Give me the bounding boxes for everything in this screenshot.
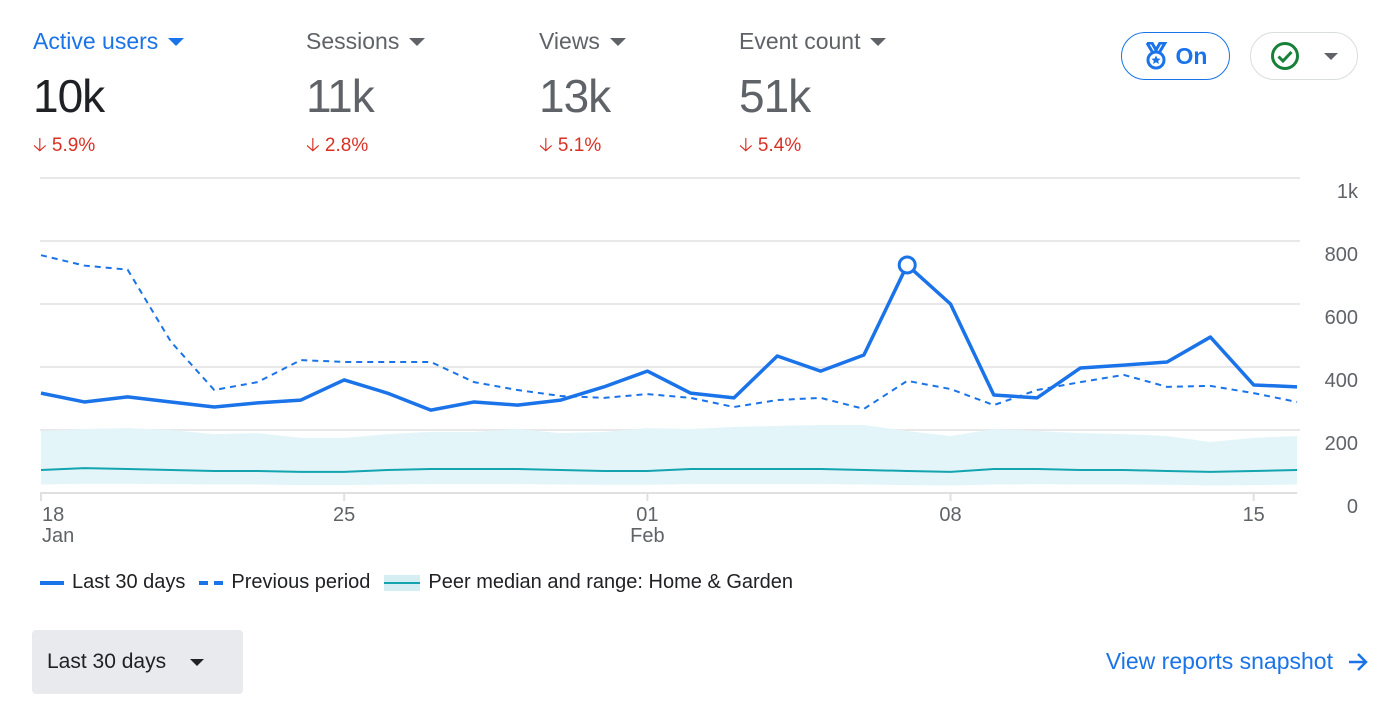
arrow-right-icon: [1349, 652, 1368, 671]
metric-tab-views[interactable]: Views 13k 🡣 5.1%: [539, 28, 626, 163]
metric-label-text: Event count: [739, 28, 861, 54]
last-30-days-line: [40, 263, 1298, 412]
date-range-label: Last 30 days: [47, 650, 167, 673]
metric-tab-sessions[interactable]: Sessions 11k 🡣 2.8%: [306, 28, 426, 163]
check-circle-icon: [1271, 42, 1299, 70]
metric-change-value: 5.4%: [757, 135, 802, 156]
metric-label-text: Views: [539, 28, 600, 54]
caret-down-icon: [1324, 52, 1338, 60]
legend-label: Previous period: [231, 571, 371, 593]
metric-change-value: 2.8%: [324, 135, 369, 156]
legend-item-previous-period: Previous period: [199, 571, 370, 594]
metric-label-text: Active users: [33, 28, 159, 54]
x-tick-month: Feb: [630, 525, 664, 547]
benchmark-toggle-button[interactable]: On: [1121, 32, 1230, 80]
snapshot-link-label: View reports snapshot: [1105, 648, 1333, 674]
metric-change: 🡣 5.9%: [33, 135, 96, 156]
metric-change-value: 5.1%: [557, 135, 602, 156]
previous-period-line: [40, 254, 1298, 410]
legend-item-last-30-days: Last 30 days: [40, 571, 185, 594]
metric-value: 11k: [306, 70, 375, 122]
metric-tab-active-users[interactable]: Active users 10k 🡣 5.9%: [33, 28, 185, 163]
solid-line-swatch: [40, 580, 64, 585]
peer-range-band: [41, 424, 1297, 486]
metric-value: 10k: [33, 70, 105, 122]
metric-change: 🡣 5.4%: [739, 135, 802, 156]
y-tick-label: 400: [1325, 370, 1358, 392]
chart-legend: Last 30 days Previous period Peer median…: [40, 571, 807, 594]
metric-label[interactable]: Sessions: [306, 28, 426, 55]
metric-change: 🡣 2.8%: [306, 135, 369, 156]
y-tick-label: 600: [1325, 307, 1358, 329]
caret-down-icon: [168, 37, 185, 46]
caret-down-icon: [609, 37, 626, 46]
caret-down-icon: [870, 37, 887, 46]
dashed-line-swatch: [199, 580, 224, 585]
metric-label[interactable]: Views: [539, 28, 626, 55]
view-reports-snapshot-link[interactable]: View reports snapshot: [1106, 648, 1369, 675]
highlight-point: [897, 255, 917, 275]
metric-label[interactable]: Event count: [739, 28, 887, 55]
metric-value: 13k: [539, 70, 611, 122]
date-range-dropdown[interactable]: Last 30 days: [32, 630, 243, 694]
band-swatch: [384, 574, 421, 591]
x-tick-day: 15: [1243, 504, 1265, 526]
peer-median-line: [40, 467, 1298, 473]
metric-label[interactable]: Active users: [33, 28, 185, 55]
medal-icon: [1145, 42, 1167, 70]
legend-label: Last 30 days: [72, 571, 186, 593]
metric-label-text: Sessions: [306, 28, 400, 54]
benchmark-toggle-label: On: [1175, 42, 1208, 69]
caret-down-icon: [190, 658, 205, 666]
status-dropdown-button[interactable]: [1250, 32, 1358, 80]
metric-change: 🡣 5.1%: [539, 135, 602, 156]
y-tick-label: 0: [1347, 496, 1358, 518]
x-tick-day: 18: [42, 504, 64, 526]
y-tick-label: 1k: [1337, 181, 1359, 203]
x-tick-day: 25: [333, 504, 355, 526]
x-tick-day: 08: [939, 504, 961, 526]
metric-change-value: 5.9%: [51, 135, 96, 156]
y-tick-label: 200: [1325, 433, 1358, 455]
metric-value: 51k: [739, 70, 811, 122]
legend-item-peer: Peer median and range: Home & Garden: [384, 571, 793, 594]
x-tick-month: Jan: [42, 525, 74, 547]
y-tick-label: 800: [1325, 244, 1358, 266]
caret-down-icon: [409, 37, 426, 46]
x-tick-day: 01: [636, 504, 658, 526]
legend-label: Peer median and range: Home & Garden: [428, 571, 794, 593]
metric-tab-event-count[interactable]: Event count 51k 🡣 5.4%: [739, 28, 887, 163]
